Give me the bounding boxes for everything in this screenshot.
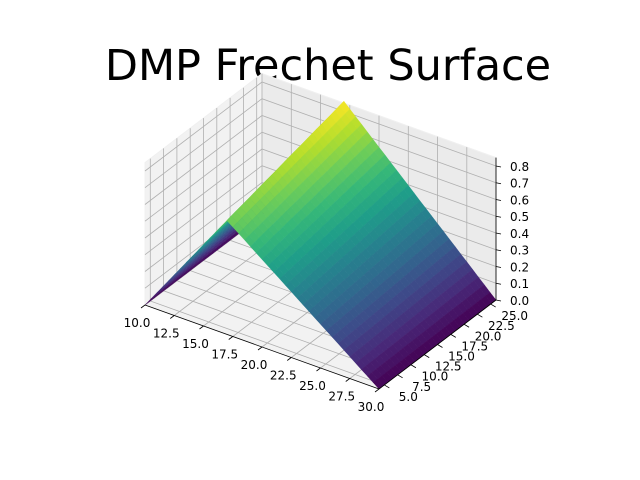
- z-tick-mark: [495, 266, 502, 268]
- z-tick-label: 0.3: [510, 244, 529, 258]
- y-tick-mark: [384, 384, 390, 389]
- y-tick-mark: [477, 313, 483, 318]
- z-tick-mark: [495, 299, 502, 302]
- y-tick-mark: [490, 303, 496, 308]
- axes: 10.012.515.017.520.022.525.027.530.05.07…: [124, 157, 529, 414]
- x-tick-label: 22.5: [270, 369, 297, 383]
- z-tick-label: 0.7: [510, 177, 529, 191]
- x-tick-label: 20.0: [241, 358, 268, 372]
- z-tick-mark: [495, 165, 502, 168]
- z-tick-mark: [495, 182, 502, 185]
- x-tick-label: 25.0: [299, 379, 326, 393]
- z-tick-mark: [495, 249, 502, 252]
- x-tick-mark: [228, 336, 233, 340]
- z-tick-label: 0.5: [510, 210, 529, 224]
- y-tick-label: 22.5: [488, 319, 515, 333]
- z-tick-label: 0.1: [510, 277, 529, 291]
- x-tick-label: 30.0: [358, 400, 385, 414]
- x-tick-label: 10.0: [124, 316, 151, 330]
- z-tick-label: 0.8: [510, 160, 529, 174]
- y-tick-label: 5.0: [399, 390, 418, 404]
- z-tick-label: 0.6: [510, 193, 529, 207]
- x-tick-label: 27.5: [328, 390, 355, 404]
- z-tick-mark: [495, 282, 502, 285]
- z-tick-label: 0.4: [510, 227, 529, 241]
- y-tick-label: 20.0: [475, 329, 502, 343]
- x-tick-mark: [257, 346, 263, 351]
- x-tick-mark: [345, 378, 350, 382]
- z-tick-label: 0.0: [510, 294, 529, 308]
- y-tick-label: 15.0: [448, 350, 475, 364]
- z-tick-label: 0.2: [510, 260, 529, 274]
- y-tick-mark: [423, 354, 430, 358]
- y-tick-label: 10.0: [422, 370, 449, 384]
- z-tick-mark: [495, 215, 502, 218]
- y-tick-label: 25.0: [501, 309, 528, 323]
- gridline-z: [144, 115, 497, 205]
- y-tick-mark: [437, 344, 443, 348]
- y-tick-label: 12.5: [435, 360, 462, 374]
- x-tick-label: 15.0: [182, 337, 209, 351]
- y-tick-mark: [450, 334, 457, 338]
- x-tick-label: 12.5: [153, 327, 180, 341]
- y-tick-mark: [410, 364, 417, 369]
- x-tick-mark: [287, 357, 292, 361]
- gridline-z: [144, 98, 497, 189]
- gridline-z: [144, 81, 497, 172]
- x-tick-mark: [140, 304, 146, 309]
- y-tick-mark: [397, 374, 403, 379]
- x-tick-mark: [199, 325, 204, 330]
- y-tick-label: 7.5: [412, 380, 431, 394]
- z-tick-mark: [495, 199, 502, 201]
- x-tick-mark: [170, 315, 175, 319]
- y-tick-label: 17.5: [461, 339, 488, 353]
- x-tick-mark: [316, 367, 321, 372]
- x-tick-mark: [374, 388, 380, 393]
- gridline-z: [144, 131, 497, 222]
- z-tick-mark: [495, 232, 502, 235]
- y-tick-mark: [463, 323, 470, 328]
- x-tick-label: 17.5: [211, 348, 238, 362]
- surface-mesh: [144, 100, 497, 390]
- chart-title: DMP Frechet Surface: [105, 41, 551, 91]
